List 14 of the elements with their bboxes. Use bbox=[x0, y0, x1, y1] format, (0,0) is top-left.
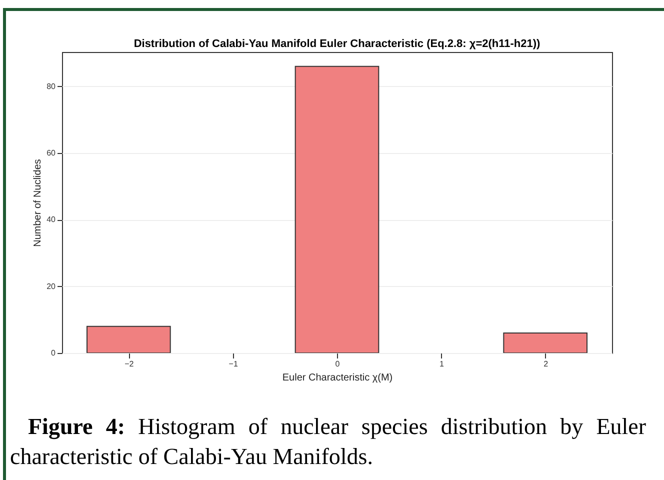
x-tick-label: −1 bbox=[228, 360, 238, 368]
y-axis-title: Number of Nuclides bbox=[32, 159, 44, 247]
y-tick-label: 60 bbox=[46, 148, 56, 158]
x-axis-title: Euler Characteristic χ(M) bbox=[282, 372, 393, 384]
x-tick-label: −2 bbox=[124, 360, 134, 368]
y-tick-label: 0 bbox=[51, 348, 56, 358]
x-tick-label: 0 bbox=[335, 360, 340, 368]
x-tick-label: 1 bbox=[439, 360, 444, 368]
y-tick-label: 40 bbox=[46, 215, 56, 224]
caption: Figure 4: Histogram of nuclear species distribution by Euler characteristic of Calabi-Yau Manifolds. bbox=[10, 413, 646, 471]
y-tick-label: 80 bbox=[46, 82, 56, 91]
chart-title: Distribution of Calabi-Yau Manifold Euler Characteristic (Eq.2.8: χ=2(h11-h21)) bbox=[134, 38, 541, 50]
x-tick-label: 2 bbox=[544, 360, 549, 368]
y-tick-label: 20 bbox=[46, 282, 56, 291]
